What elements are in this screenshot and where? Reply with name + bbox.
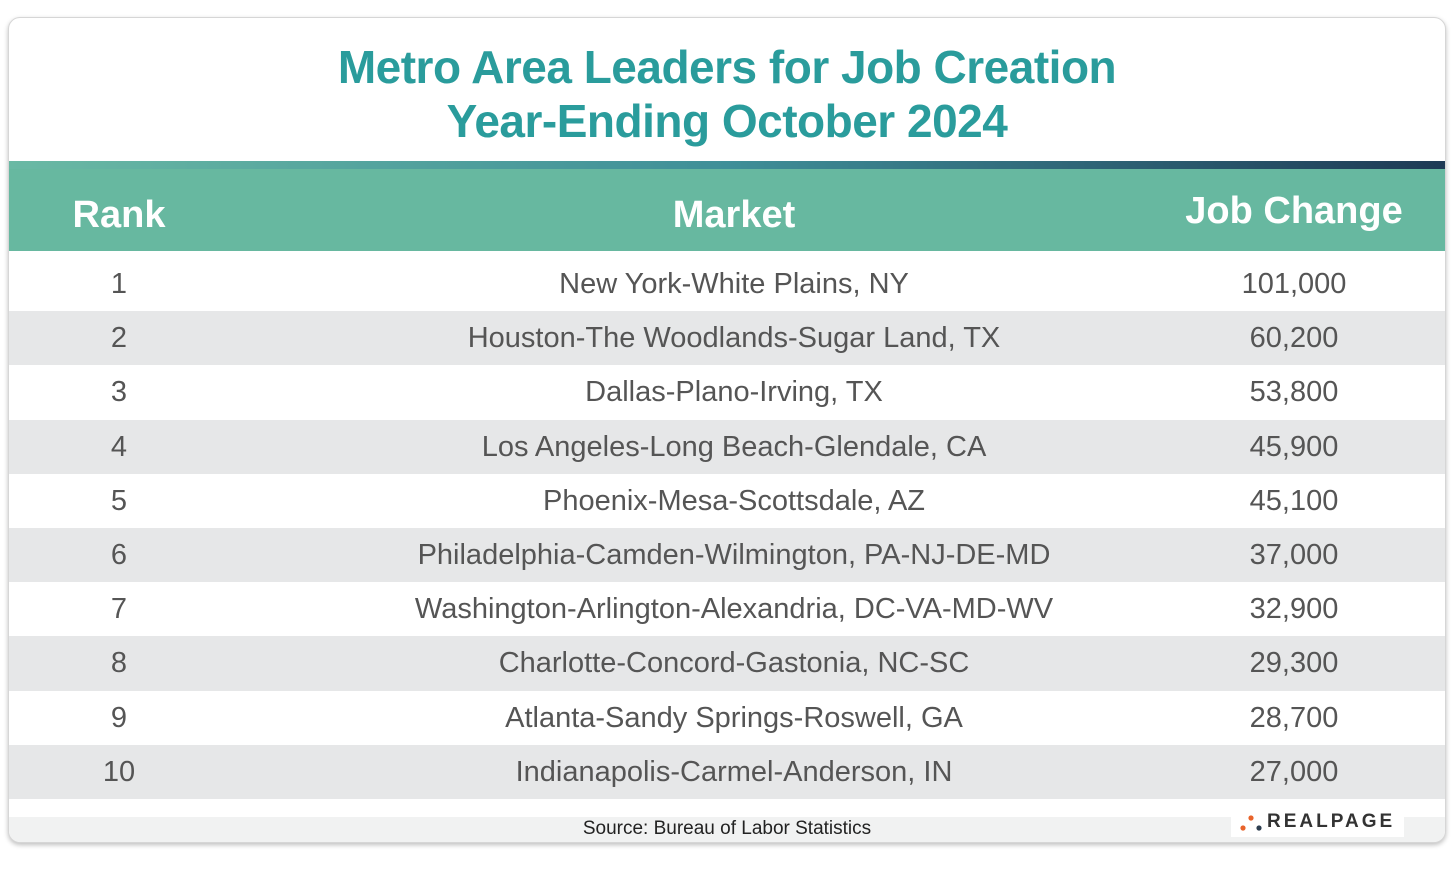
- rank-cell: 10: [102, 755, 136, 788]
- table-row: 7 Washington-Arlington-Alexandria, DC-VA-…: [9, 582, 1445, 636]
- job-change-cell: 101,000: [1241, 268, 1347, 300]
- table-row: 4 Los Angeles-Long Beach-Glendale, CA 45,9…: [9, 419, 1445, 474]
- market-cell: Phoenix-Mesa-Scottsdale, AZ: [542, 484, 925, 517]
- job-change-cell: 29,300: [1249, 647, 1339, 680]
- logo-text: REALPAGE: [1267, 811, 1396, 832]
- header-job-change: Job Change: [1185, 190, 1403, 232]
- market-cell: Dallas-Plano-Irving, TX: [585, 376, 883, 409]
- header-rank: Rank: [72, 194, 166, 236]
- table-row: 9 Atlanta-Sandy Springs-Roswell, GA 28,700: [9, 691, 1445, 745]
- chart-title: Metro Area Leaders for Job Creation Year…: [9, 40, 1445, 148]
- rank-cell: 6: [110, 538, 128, 571]
- market-cell: Los Angeles-Long Beach-Glendale, CA: [481, 430, 987, 463]
- table-row: 2 Houston-The Woodlands-Sugar Land, TX 60,…: [9, 311, 1445, 366]
- rank-cell: 9: [110, 701, 128, 734]
- rank-cell: 3: [110, 376, 128, 409]
- job-change-cell: 45,100: [1249, 484, 1339, 517]
- market-cell: New York-White Plains, NY: [559, 268, 909, 300]
- job-change-cell: 60,200: [1249, 322, 1339, 355]
- rank-cell: 1: [110, 268, 128, 300]
- header-market: Market: [672, 194, 796, 236]
- accent-divider: [9, 161, 1445, 169]
- market-cell: Indianapolis-Carmel-Anderson, IN: [515, 755, 953, 788]
- market-cell: Washington-Arlington-Alexandria, DC-VA-M…: [414, 593, 1054, 626]
- table-row: 10 Indianapolis-Carmel-Anderson, IN 27,000: [9, 744, 1445, 799]
- market-cell: Philadelphia-Camden-Wilmington, PA-NJ-DE…: [417, 538, 1051, 571]
- job-change-cell: 28,700: [1249, 701, 1339, 734]
- rank-cell: 4: [110, 430, 128, 463]
- table-row: 6 Philadelphia-Camden-Wilmington, PA-NJ-D…: [9, 527, 1445, 583]
- rank-cell: 2: [110, 322, 128, 355]
- footer-band: [9, 817, 1445, 842]
- table-row: 3 Dallas-Plano-Irving, TX 53,800: [9, 365, 1445, 419]
- table-row: 8 Charlotte-Concord-Gastonia, NC-SC 29,300: [9, 636, 1445, 691]
- table-card: Metro Area Leaders for Job Creation Year…: [8, 17, 1446, 843]
- table-row: 5 Phoenix-Mesa-Scottsdale, AZ 45,100: [9, 474, 1445, 528]
- title-line-1: Metro Area Leaders for Job Creation: [337, 41, 1117, 93]
- rank-cell: 8: [110, 647, 128, 680]
- table-body: 1 New York-White Plains, NY 101,000 2 Housto…: [9, 257, 1445, 799]
- logo-dots-icon: [1240, 815, 1262, 831]
- job-change-cell: 53,800: [1249, 376, 1339, 409]
- title-line-2: Year-Ending October 2024: [446, 95, 1008, 147]
- job-change-cell: 45,900: [1249, 430, 1339, 463]
- market-cell: Atlanta-Sandy Springs-Roswell, GA: [505, 701, 963, 734]
- market-cell: Charlotte-Concord-Gastonia, NC-SC: [498, 647, 970, 680]
- source-note: Source: Bureau of Labor Statistics: [582, 818, 872, 839]
- table-header: Rank Market Job Change: [9, 169, 1445, 251]
- job-change-cell: 27,000: [1249, 755, 1339, 788]
- rank-cell: 7: [110, 593, 128, 626]
- table-row: 1 New York-White Plains, NY 101,000: [9, 257, 1445, 311]
- job-change-cell: 37,000: [1249, 538, 1339, 571]
- realpage-logo: REALPAGE: [1231, 807, 1404, 837]
- rank-cell: 5: [110, 484, 128, 517]
- job-change-cell: 32,900: [1249, 593, 1339, 626]
- market-cell: Houston-The Woodlands-Sugar Land, TX: [467, 322, 1001, 355]
